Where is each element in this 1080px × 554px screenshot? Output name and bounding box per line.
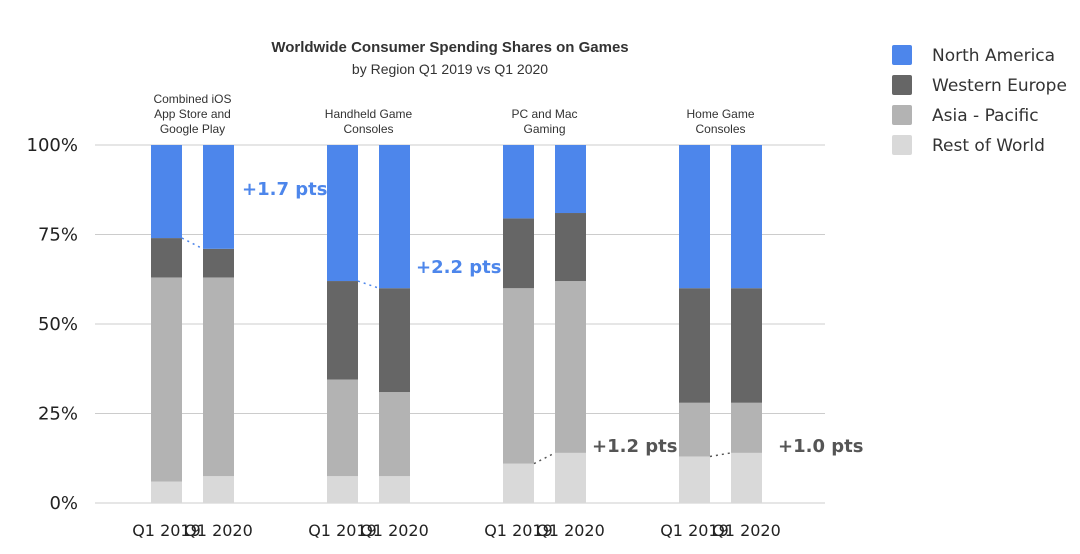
legend-label-asia-pacific: Asia - Pacific [932,106,1039,126]
annotation-label: +1.7 pts [242,179,327,200]
annotation-label: +2.2 pts [416,257,501,278]
chart-subtitle: by Region Q1 2019 vs Q1 2020 [352,61,548,77]
bar-segment-rest-of-world [203,476,234,503]
group-label: Home Game [686,107,754,121]
bar-segment-western-europe [555,213,586,282]
bar-segment-asia-pacific [203,277,234,477]
legend: North America Western Europe Asia - Pacifi… [892,45,1067,156]
group-label: Combined iOS [153,92,231,106]
annotation-connector [533,452,556,465]
y-axis: 0% 25% 50% 75% 100% [27,135,78,514]
bar-segment-asia-pacific [555,281,586,453]
x-tick-label: Q1 2020 [712,521,781,540]
bar-segment-asia-pacific [327,379,358,477]
group-label: Google Play [160,122,225,136]
bar-segment-asia-pacific [679,402,710,457]
bar-segment-asia-pacific [151,277,182,482]
x-tick-label: Q1 2019 [484,521,553,540]
group-label: Consoles [343,122,393,136]
annotation-connector [181,237,204,250]
x-tick-label: Q1 2019 [132,521,201,540]
bar-segment-north-america [327,145,358,282]
bar-segment-western-europe [379,288,410,393]
group-label: PC and Mac [511,107,577,121]
y-tick-label: 0% [49,493,78,514]
group-label: App Store and [154,107,231,121]
bar-segment-asia-pacific [379,392,410,477]
bar-segment-north-america [503,145,534,219]
legend-label-north-america: North America [932,46,1055,66]
bar-segment-rest-of-world [555,452,586,503]
bar-segment-rest-of-world [151,481,182,503]
bar-segment-asia-pacific [503,288,534,464]
bar-segment-western-europe [203,248,234,278]
x-tick-label: Q1 2020 [360,521,429,540]
y-tick-label: 50% [38,314,78,335]
bar-segment-north-america [731,145,762,289]
bar-segment-rest-of-world [379,476,410,503]
bar-segment-rest-of-world [327,476,358,503]
annotation-connector [357,280,380,289]
bars [151,145,762,503]
bar-segment-north-america [679,145,710,289]
bar-segment-north-america [555,145,586,214]
x-tick-label: Q1 2020 [536,521,605,540]
bar-segment-western-europe [679,288,710,403]
legend-label-rest-of-world: Rest of World [932,136,1045,156]
y-tick-label: 75% [38,225,78,246]
x-tick-label: Q1 2019 [308,521,377,540]
annotation-connector [709,452,732,458]
annotation-label: +1.0 pts [778,436,863,457]
y-tick-label: 25% [38,404,78,425]
bar-segment-rest-of-world [731,452,762,503]
annotation-label: +1.2 pts [592,436,677,457]
group-label: Handheld Game [325,107,413,121]
bar-segment-north-america [151,145,182,239]
chart-title: Worldwide Consumer Spending Shares on Ga… [271,39,628,56]
x-tick-label: Q1 2019 [660,521,729,540]
bar-segment-western-europe [327,281,358,380]
x-tick-label: Q1 2020 [184,521,253,540]
legend-swatch-north-america [892,45,912,65]
group-label: Gaming [523,122,565,136]
group-label: Consoles [695,122,745,136]
bar-segment-rest-of-world [679,456,710,503]
bar-segment-western-europe [731,288,762,403]
legend-swatch-asia-pacific [892,105,912,125]
bar-segment-western-europe [503,218,534,289]
bar-segment-asia-pacific [731,402,762,453]
y-tick-label: 100% [27,135,78,156]
legend-label-western-europe: Western Europe [932,76,1067,96]
legend-swatch-rest-of-world [892,135,912,155]
bar-segment-north-america [379,145,410,289]
legend-swatch-western-europe [892,75,912,95]
bar-segment-north-america [203,145,234,249]
bar-segment-rest-of-world [503,463,534,503]
bar-segment-western-europe [151,238,182,278]
annotations: +1.7 pts +2.2 pts +1.2 pts +1.0 pts [181,179,863,465]
